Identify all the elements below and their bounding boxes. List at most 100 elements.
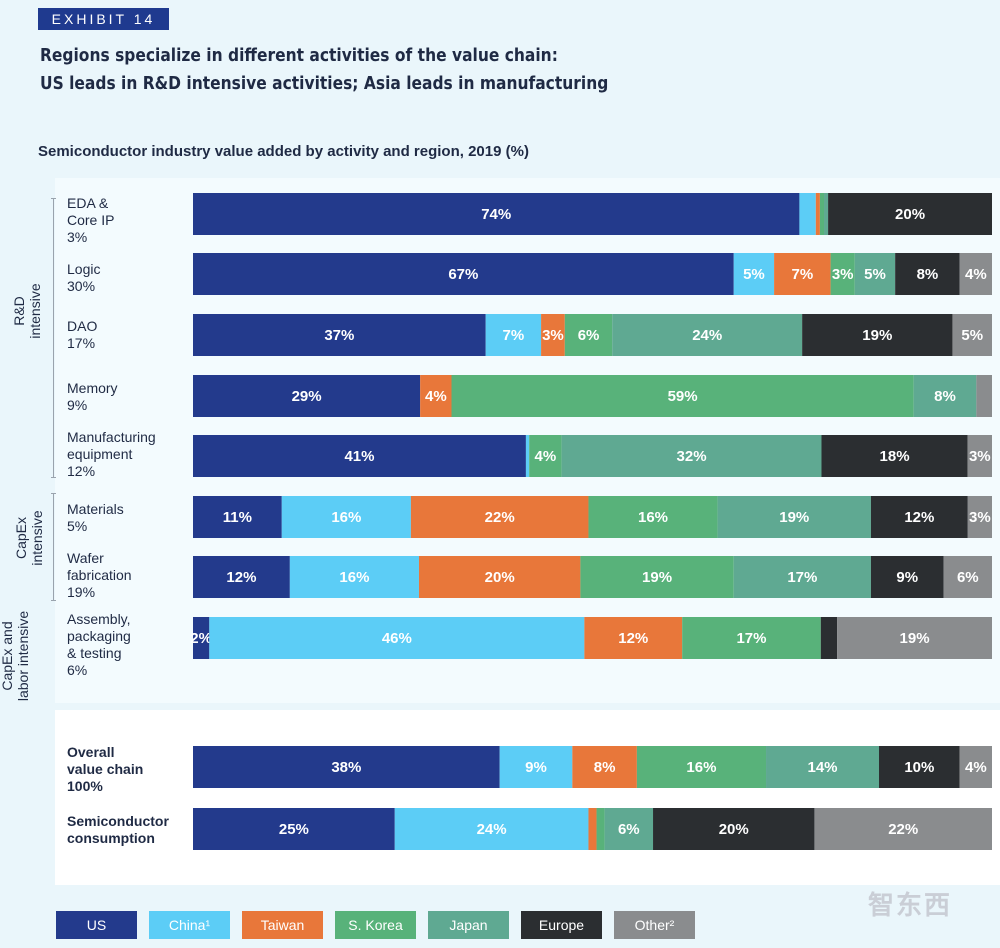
data-label: 6% [618, 821, 640, 838]
data-label: 38% [331, 759, 361, 776]
capex-bracket [51, 493, 56, 601]
legend-item: Taiwan [242, 911, 323, 939]
data-label: 32% [677, 448, 707, 465]
row-label-line: 30% [67, 278, 96, 294]
row-label-line: Logic [67, 261, 101, 277]
bar-segment-other [967, 496, 992, 538]
bar-segment-europe [828, 193, 992, 235]
data-label: 24% [692, 327, 722, 344]
bar-segment-japan [561, 435, 822, 477]
bar-segment-us [193, 314, 486, 356]
row-label-line: & testing [67, 645, 122, 661]
data-label: 5% [864, 266, 886, 283]
legend-item: Japan [428, 911, 509, 939]
bar-segment-europe [821, 435, 968, 477]
bar-segment-china [394, 808, 589, 850]
row-label-line: 6% [67, 662, 88, 678]
data-label: 9% [525, 759, 547, 776]
data-label: 41% [344, 448, 374, 465]
data-label: 17% [736, 630, 766, 647]
chart-title: Semiconductor industry value added by ac… [38, 143, 529, 160]
data-label: 3% [542, 327, 564, 344]
bar-segment-us [193, 496, 282, 538]
exhibit-badge: EXHIBIT 14 [38, 8, 169, 30]
data-label: 12% [226, 569, 256, 586]
row-label-line: EDA & [67, 195, 109, 211]
data-label: 20% [719, 821, 749, 838]
data-label: 8% [934, 388, 956, 405]
data-label: 16% [686, 759, 716, 776]
row-label-line: 17% [67, 335, 96, 351]
bar-segment-other [967, 435, 992, 477]
chart-headline: Regions specialize in different activiti… [40, 42, 608, 98]
bar-segment-skorea [819, 193, 825, 235]
bar-segment-us [193, 808, 395, 850]
data-label: 25% [279, 821, 309, 838]
bar-segment-other [814, 808, 992, 850]
row-label: Logic 30% [67, 261, 100, 295]
headline-line-1: Regions specialize in different activiti… [40, 45, 558, 66]
row-label-line: 3% [67, 229, 88, 245]
row-label-line: Core IP [67, 212, 115, 228]
bar-segment-skorea [580, 556, 734, 598]
bar-segment-taiwan [572, 746, 637, 788]
bar-segment-europe [802, 314, 953, 356]
bar-segment-japan [612, 314, 803, 356]
bar-segment-japan [854, 253, 896, 295]
bar-segment-skorea [564, 314, 613, 356]
bar-segment-china [733, 253, 775, 295]
bar-segment-china [209, 617, 585, 659]
bar-segment-taiwan [584, 617, 683, 659]
row-label: Overall value chain 100% [67, 744, 143, 795]
data-label: 29% [292, 388, 322, 405]
row-label: Materials 5% [67, 501, 124, 535]
bar-segment-china [499, 746, 573, 788]
data-label: 5% [961, 327, 983, 344]
data-label: 22% [888, 821, 918, 838]
data-label: 22% [485, 509, 515, 526]
bar-segment-china [281, 496, 411, 538]
bar-segment-taiwan [588, 808, 597, 850]
data-label: 4% [535, 448, 557, 465]
bar-segment-other [943, 556, 992, 598]
bar-segment-china [289, 556, 419, 598]
row-label-line: Manufacturing [67, 429, 156, 445]
data-label: 16% [638, 509, 668, 526]
bar-segment-europe [870, 556, 944, 598]
legend-item: China¹ [149, 911, 230, 939]
bar-segment-europe [879, 746, 960, 788]
row-label-line: Semiconductor [67, 813, 169, 829]
bar-segment-europe [820, 617, 838, 659]
data-label: 2% [190, 630, 212, 647]
row-label-line: Overall [67, 744, 115, 760]
bar-segment-us [193, 375, 421, 417]
data-label: 10% [904, 759, 934, 776]
bar-segment-china [525, 435, 530, 477]
bar-segment-taiwan [418, 556, 581, 598]
bar-segment-taiwan [815, 193, 820, 235]
legend-item: US [56, 911, 137, 939]
data-label: 17% [787, 569, 817, 586]
bar-segment-skorea [682, 617, 821, 659]
bar-segment-skorea [451, 375, 914, 417]
legend-item: Other² [614, 911, 695, 939]
row-label-line: 9% [67, 397, 88, 413]
bar-segment-skorea [830, 253, 855, 295]
data-label: 37% [324, 327, 354, 344]
bar-segment-other [959, 746, 992, 788]
bar-segment-us [193, 556, 290, 598]
data-label: 16% [331, 509, 361, 526]
data-label: 59% [668, 388, 698, 405]
data-label: 67% [448, 266, 478, 283]
data-label: 3% [969, 509, 991, 526]
bar-segment-other [952, 314, 992, 356]
row-label-line: value chain [67, 761, 144, 777]
row-label-line: Materials [67, 501, 124, 517]
bar-segment-japan [604, 808, 654, 850]
data-label: 74% [481, 206, 511, 223]
bar-segment-other [976, 375, 992, 417]
bar-segment-japan [717, 496, 871, 538]
bar-segment-skorea [529, 435, 562, 477]
data-label: 3% [969, 448, 991, 465]
row-label: Manufacturing equipment 12% [67, 429, 156, 480]
